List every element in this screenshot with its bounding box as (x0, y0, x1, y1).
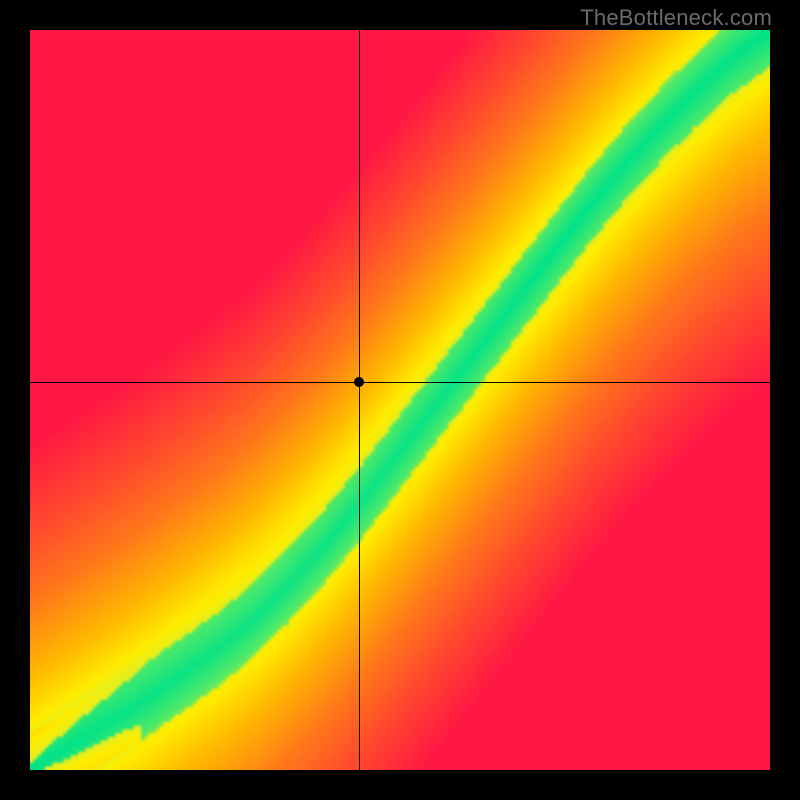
chart-container: TheBottleneck.com (0, 0, 800, 800)
watermark-text: TheBottleneck.com (580, 5, 772, 31)
heatmap-canvas (30, 30, 770, 770)
marker-dot (354, 377, 364, 387)
crosshair-vertical (359, 30, 360, 770)
plot-area (30, 30, 770, 770)
crosshair-horizontal (30, 382, 770, 383)
